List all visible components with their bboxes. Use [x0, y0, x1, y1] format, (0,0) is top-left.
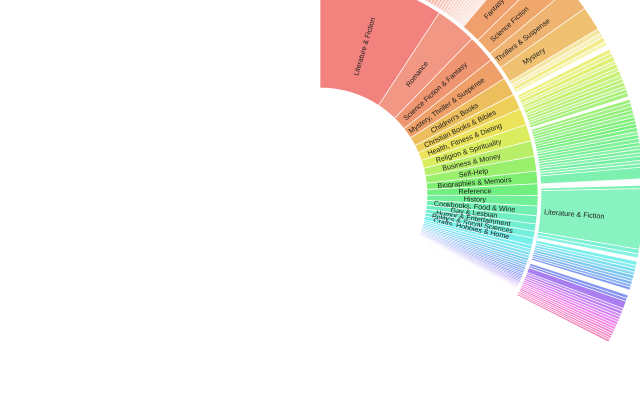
sunburst-segment[interactable] [414, 242, 515, 295]
sunburst-segment[interactable] [539, 167, 640, 185]
sunburst-segment[interactable] [514, 40, 608, 94]
segment-label: Self-Help [458, 166, 489, 179]
sunburst-segment[interactable] [530, 257, 631, 291]
segment-label: Reference [458, 186, 491, 196]
sunburst-segment[interactable] [529, 92, 630, 129]
sunburst-segment[interactable] [516, 293, 611, 343]
segment-label: History [464, 194, 487, 204]
sunburst-segment[interactable] [536, 234, 639, 259]
